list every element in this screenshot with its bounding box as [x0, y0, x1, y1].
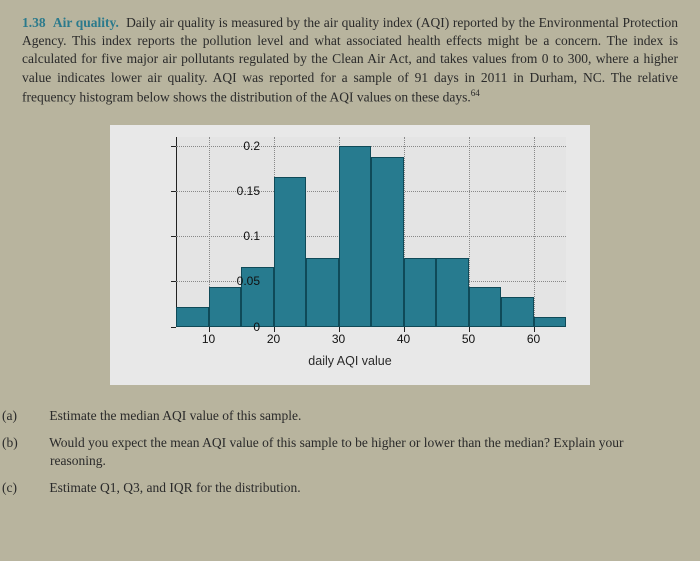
histogram-bar [501, 297, 534, 327]
gridline-vertical [534, 137, 535, 327]
histogram-bar [274, 177, 307, 326]
question-label: (a) [26, 407, 46, 425]
x-tick-label: 50 [462, 331, 475, 347]
x-tick-label: 20 [267, 331, 280, 347]
questions-list: (a) Estimate the median AQI value of thi… [22, 407, 678, 498]
question-label: (c) [26, 479, 46, 497]
histogram-bar [404, 258, 437, 327]
x-tick-label: 60 [527, 331, 540, 347]
problem-number: 1.38 [22, 15, 46, 30]
y-tick-label: 0.15 [202, 183, 260, 199]
y-tickmark [171, 191, 176, 192]
y-tick-label: 0.2 [202, 138, 260, 154]
problem-text: Daily air quality is measured by the air… [22, 15, 678, 104]
problem-statement: 1.38 Air quality. Daily air quality is m… [22, 14, 678, 107]
question-c: (c) Estimate Q1, Q3, and IQR for the dis… [26, 479, 678, 497]
y-tickmark [171, 327, 176, 328]
histogram-bar [469, 287, 502, 327]
question-text: Would you expect the mean AQI value of t… [49, 435, 623, 468]
histogram-bar [306, 258, 339, 327]
y-axis [176, 137, 177, 327]
y-tick-label: 0.05 [202, 273, 260, 289]
histogram-bar [371, 157, 404, 326]
question-label: (b) [26, 434, 46, 452]
y-tickmark [171, 146, 176, 147]
histogram-panel: daily AQI value 00.050.10.150.2102030405… [110, 125, 590, 385]
y-tickmark [171, 281, 176, 282]
histogram-bar [534, 317, 567, 327]
histogram-bar [339, 146, 372, 327]
x-axis-label: daily AQI value [110, 353, 590, 370]
problem-title: Air quality. [53, 15, 119, 30]
question-b: (b) Would you expect the mean AQI value … [26, 434, 678, 470]
question-text: Estimate the median AQI value of this sa… [49, 408, 301, 423]
x-tick-label: 30 [332, 331, 345, 347]
citation-marker: 64 [471, 88, 480, 98]
y-tickmark [171, 236, 176, 237]
question-text: Estimate Q1, Q3, and IQR for the distrib… [49, 480, 300, 495]
question-a: (a) Estimate the median AQI value of thi… [26, 407, 678, 425]
histogram-bar [436, 258, 469, 327]
x-tick-label: 40 [397, 331, 410, 347]
y-tick-label: 0.1 [202, 228, 260, 244]
x-tick-label: 10 [202, 331, 215, 347]
